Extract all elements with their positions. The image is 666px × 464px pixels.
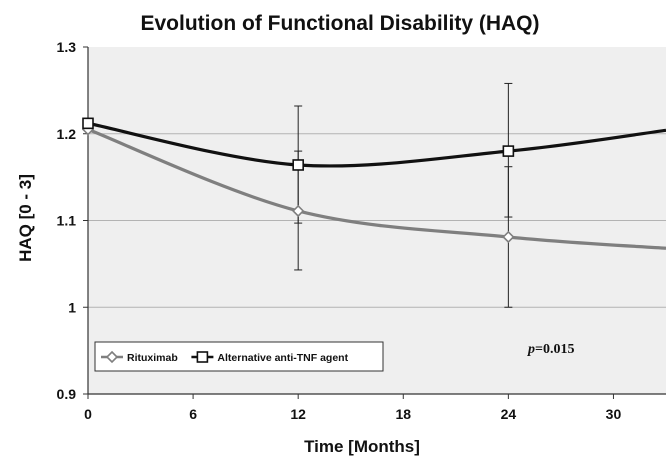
y-tick-label: 1.1 — [57, 213, 77, 229]
series-layer — [81, 82, 666, 308]
x-tick-label: 30 — [606, 406, 622, 422]
grid — [88, 133, 666, 308]
data-point-square — [292, 159, 304, 171]
y-axis-ticks: 0.9 1 1.1 1.2 1.3 — [57, 39, 88, 402]
x-axis-label: Time [Months] — [304, 437, 420, 456]
legend: Rituximab Alternative anti-TNF agent — [94, 341, 384, 372]
y-tick-label: 1.2 — [57, 126, 77, 142]
x-tick-label: 6 — [189, 406, 197, 422]
y-tick-label: 1.3 — [57, 39, 77, 55]
legend-items: Rituximab Alternative anti-TNF agent — [101, 350, 349, 364]
legend-label: Rituximab — [127, 352, 178, 364]
p-symbol: p — [527, 342, 535, 357]
series-line-diamond — [87, 127, 666, 250]
y-axis-label: HAQ [0 - 3] — [16, 174, 35, 262]
legend-label: Alternative anti-TNF agent — [217, 352, 348, 364]
x-tick-label: 18 — [395, 406, 411, 422]
x-axis-ticks: 0 6 12 18 24 30 — [84, 394, 621, 422]
legend-marker-square — [196, 351, 209, 363]
y-tick-label: 1 — [68, 299, 76, 315]
legend-marker-diamond — [105, 350, 119, 364]
x-tick-label: 0 — [84, 406, 92, 422]
data-point-square — [82, 117, 94, 130]
x-tick-label: 24 — [501, 406, 517, 422]
chart-title: Evolution of Functional Disability (HAQ) — [141, 12, 540, 35]
data-point-diamond — [502, 230, 515, 244]
data-point-diamond — [292, 204, 305, 218]
x-tick-label: 12 — [290, 406, 306, 422]
legend-box — [94, 341, 384, 372]
series-line-square — [87, 121, 666, 168]
y-tick-label: 0.9 — [57, 386, 77, 402]
p-value: =0.015 — [535, 342, 574, 357]
data-point-square — [502, 145, 515, 157]
p-value-annotation: p=0.015 — [527, 342, 574, 357]
